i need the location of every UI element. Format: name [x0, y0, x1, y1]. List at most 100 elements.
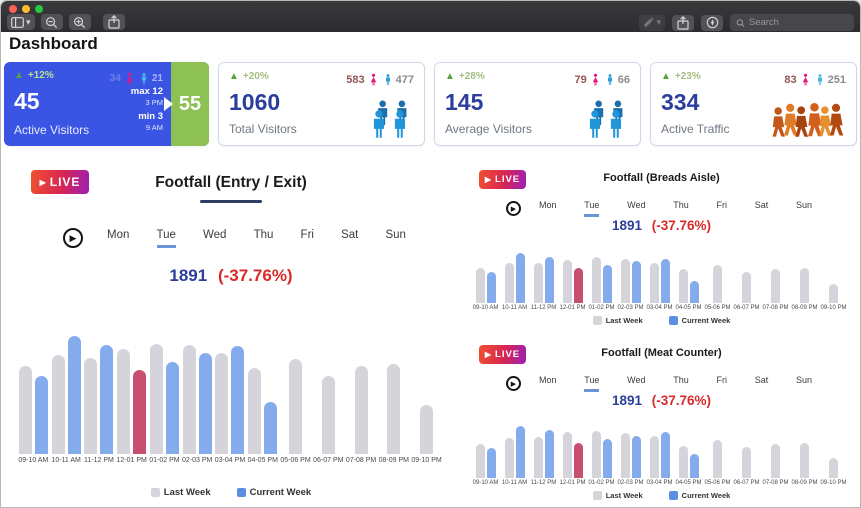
trend-indicator: ▲ +12% [14, 70, 54, 81]
tab-wed[interactable]: Wed [627, 375, 646, 385]
zoom-out-icon [46, 16, 58, 28]
trend-value: +12% [27, 70, 54, 81]
legend: Last Week Current Week [461, 316, 860, 325]
bar-current-week [660, 259, 670, 303]
export-button[interactable] [672, 14, 694, 31]
tab-fri[interactable]: Fri [716, 375, 728, 385]
share-icon [107, 15, 120, 29]
tab-tue[interactable]: Tue [584, 375, 600, 392]
bar-current-week [689, 454, 699, 478]
chevron-right-icon [164, 97, 173, 111]
female-count: 83 [784, 73, 797, 86]
tab-sun[interactable]: Sun [385, 228, 406, 241]
bar-current-week [100, 344, 114, 454]
bar-last-week [649, 435, 659, 478]
bar-group [377, 324, 410, 454]
x-axis-label: 12-01 PM [559, 480, 586, 486]
tab-fri[interactable]: Fri [300, 228, 314, 241]
bar-last-week [649, 262, 659, 303]
bar-last-week [117, 348, 131, 454]
chart-footfall-meat-counter: ▶ LIVE Footfall (Meat Counter) ▶ Mon Tue W… [461, 331, 860, 507]
traffic-crowd-icon [772, 102, 844, 137]
legend-label: Current Week [681, 491, 731, 500]
play-button[interactable]: ▶ [506, 201, 521, 216]
sidebar-toggle-button[interactable]: ▾ [7, 14, 35, 30]
bar-group [471, 421, 500, 478]
tab-sat[interactable]: Sat [754, 375, 769, 385]
bar-group [529, 421, 558, 478]
footfall-delta: (-37.76%) [217, 266, 293, 285]
bar-last-week [678, 445, 688, 478]
tab-thu[interactable]: Thu [673, 375, 689, 385]
tab-wed[interactable]: Wed [203, 228, 227, 241]
bar-group [500, 246, 529, 303]
tab-fri[interactable]: Fri [716, 200, 728, 210]
bar-group [616, 246, 645, 303]
tab-sat[interactable]: Sat [754, 200, 769, 210]
max-min-stats: max 12 3 PM min 3 9 AM [131, 86, 163, 133]
chart-footfall-breads-aisle: ▶ LIVE Footfall (Breads Aisle) ▶ Mon Tue W… [461, 156, 860, 336]
x-axis-label: 11-12 PM [83, 457, 114, 464]
x-axis-label: 04-05 PM [675, 480, 702, 486]
x-axis-label: 12-01 PM [116, 457, 147, 464]
bar-last-week [533, 263, 543, 303]
tab-wed[interactable]: Wed [627, 200, 646, 210]
pencil-icon [644, 17, 655, 27]
gender-split: 34 21 [110, 69, 163, 88]
bar-last-week [420, 404, 434, 454]
footfall-delta: (-37.76%) [651, 218, 712, 233]
tab-tue[interactable]: Tue [156, 229, 176, 248]
tab-thu[interactable]: Thu [253, 228, 274, 241]
chart-title: Footfall (Meat Counter) [601, 347, 722, 359]
x-axis-label: 01-02 PM [588, 480, 615, 486]
current-week-swatch [236, 488, 246, 497]
tab-mon[interactable]: Mon [107, 228, 130, 241]
maximize-button[interactable] [35, 5, 43, 13]
kpi-value: 334 [661, 89, 700, 115]
chart-value-row: 1891 (-37.76%) [461, 393, 860, 408]
chart-footfall-entry-exit: ▶ LIVE Footfall (Entry / Exit) ▶ Mon Tue W… [1, 156, 461, 507]
bar-last-week [713, 440, 722, 478]
play-icon: ▶ [510, 205, 517, 213]
close-button[interactable] [9, 5, 17, 13]
male-count: 477 [395, 73, 414, 86]
bars [471, 421, 848, 478]
search-field[interactable] [730, 14, 854, 31]
zoom-in-button[interactable] [68, 14, 91, 30]
tab-sun[interactable]: Sun [795, 375, 812, 385]
bar-current-week [165, 361, 179, 454]
tab-thu[interactable]: Thu [673, 200, 689, 210]
compass-icon [706, 16, 718, 29]
title-underline [200, 200, 262, 203]
legend-label: Current Week [681, 316, 731, 325]
tab-sun[interactable]: Sun [795, 200, 812, 210]
kpi-label: Total Visitors [229, 122, 297, 136]
bar-last-week [18, 365, 32, 454]
share-button[interactable] [102, 14, 125, 30]
min-value: min 3 [138, 111, 163, 123]
x-axis-label: 06-07 PM [733, 480, 760, 486]
zoom-out-button[interactable] [40, 14, 63, 30]
play-button[interactable]: ▶ [506, 376, 521, 391]
navigator-button[interactable] [701, 14, 723, 31]
edit-button[interactable]: ▾ [639, 14, 665, 31]
bar-last-week [215, 352, 229, 454]
x-axis-label: 09-10 AM [18, 457, 49, 464]
play-button[interactable]: ▶ [63, 228, 83, 248]
tab-sat[interactable]: Sat [341, 228, 359, 241]
tab-mon[interactable]: Mon [539, 200, 557, 210]
bar-current-week [602, 264, 612, 303]
bar-last-week [620, 259, 630, 303]
gender-split: 83 251 [784, 70, 846, 89]
bar-current-week [660, 431, 670, 478]
tab-tue[interactable]: Tue [584, 200, 600, 217]
tab-mon[interactable]: Mon [539, 375, 557, 385]
bar-group [115, 324, 148, 454]
bar-current-week [631, 435, 641, 478]
play-icon: ▶ [69, 232, 77, 243]
bar-group [645, 421, 674, 478]
minimize-button[interactable] [22, 5, 30, 13]
bar-group [181, 324, 214, 454]
search-input[interactable] [748, 17, 848, 28]
bar-group [790, 421, 819, 478]
